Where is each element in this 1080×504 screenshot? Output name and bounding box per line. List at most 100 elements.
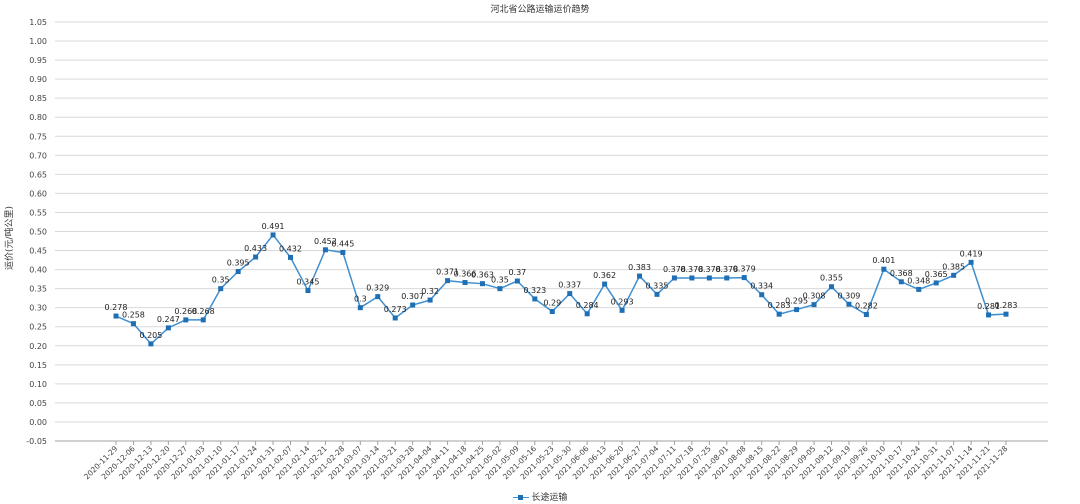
data-point (497, 286, 503, 292)
chart-title: 河北省公路运输运价趋势 (490, 5, 590, 15)
data-point (776, 311, 782, 317)
series-line (115, 233, 1007, 345)
y-tick-label: 0.20 (29, 342, 47, 351)
data-point (514, 278, 520, 284)
data-label: 0.273 (384, 305, 407, 314)
data-label: 0.348 (907, 276, 930, 285)
data-point (270, 232, 276, 238)
y-tick-label: 0.10 (29, 380, 47, 389)
data-point (986, 312, 992, 318)
data-point (689, 275, 695, 281)
y-tick-label: -0.05 (26, 437, 47, 446)
data-label: 0.395 (227, 258, 250, 267)
data-point (898, 279, 904, 285)
data-label: 0.281 (977, 302, 1000, 311)
data-point (846, 301, 852, 307)
data-point (916, 286, 922, 292)
data-point (724, 275, 730, 281)
data-point (584, 311, 590, 317)
data-label: 0.335 (646, 281, 669, 290)
y-tick-label: 0.90 (29, 75, 47, 84)
data-point (637, 273, 643, 279)
data-label: 0.32 (421, 287, 439, 296)
legend-marker-icon (512, 494, 529, 502)
data-label: 0.284 (576, 301, 599, 310)
data-point (479, 281, 485, 287)
y-tick-label: 0.15 (29, 361, 47, 370)
data-label: 0.401 (872, 256, 895, 265)
data-label: 0.258 (122, 311, 145, 320)
data-label: 0.445 (331, 239, 354, 248)
y-tick-label: 0.50 (29, 228, 47, 237)
data-point (392, 315, 398, 321)
legend-label: 长途运输 (531, 493, 568, 503)
data-label: 0.362 (593, 271, 616, 280)
data-point (462, 280, 468, 286)
data-point (235, 268, 241, 274)
data-point (619, 307, 625, 313)
data-point (218, 286, 224, 292)
data-label: 0.345 (297, 278, 320, 287)
data-label: 0.334 (750, 282, 773, 291)
data-label: 0.419 (960, 249, 983, 258)
data-point (200, 317, 206, 323)
data-label: 0.35 (491, 276, 509, 285)
data-label: 0.378 (663, 265, 686, 274)
data-point (567, 291, 573, 297)
y-tick-label: 0.40 (29, 266, 47, 275)
data-label: 0.365 (925, 270, 948, 279)
data-label: 0.337 (558, 281, 581, 290)
data-point (968, 259, 974, 265)
data-label: 0.278 (105, 303, 128, 312)
data-point (881, 266, 887, 272)
y-tick-label: 0.95 (29, 56, 47, 65)
data-point (602, 281, 608, 287)
data-point (549, 308, 555, 314)
data-label: 0.307 (401, 292, 424, 301)
data-label: 0.29 (543, 298, 561, 307)
data-label: 0.205 (139, 331, 162, 340)
data-label: 0.432 (279, 244, 302, 253)
y-tick-label: 0.25 (29, 323, 47, 332)
y-tick-label: 0.00 (29, 418, 47, 427)
y-tick-label: 0.85 (29, 94, 47, 103)
data-point (863, 312, 869, 318)
data-label: 0.35 (212, 276, 230, 285)
data-point (951, 272, 957, 278)
y-tick-label: 0.45 (29, 247, 47, 256)
data-label: 0.378 (715, 265, 738, 274)
data-label: 0.378 (698, 265, 721, 274)
y-tick-label: 0.30 (29, 304, 47, 313)
data-point (183, 317, 189, 323)
data-point (811, 302, 817, 308)
data-label: 0.295 (785, 297, 808, 306)
data-label: 0.355 (820, 274, 843, 283)
data-label: 0.308 (803, 292, 826, 301)
data-label: 0.491 (262, 222, 285, 231)
data-point (427, 297, 433, 303)
y-tick-label: 0.05 (29, 399, 47, 408)
data-label: 0.309 (837, 291, 860, 300)
y-tick-label: 0.75 (29, 132, 47, 141)
data-point (288, 254, 294, 260)
data-label: 0.368 (890, 269, 913, 278)
data-label: 0.268 (174, 307, 197, 316)
data-label: 0.282 (855, 302, 878, 311)
data-label: 0.293 (611, 297, 634, 306)
data-label: 0.247 (157, 315, 180, 324)
data-point (1003, 311, 1009, 317)
y-tick-label: 0.80 (29, 113, 47, 122)
y-tick-label: 0.70 (29, 151, 47, 160)
data-point (148, 341, 154, 347)
data-label: 0.385 (942, 262, 965, 271)
data-label: 0.283 (995, 301, 1018, 310)
data-label: 0.378 (680, 265, 703, 274)
data-point (375, 294, 381, 300)
data-point (113, 313, 119, 319)
data-point (305, 288, 311, 294)
data-point (410, 302, 416, 308)
data-label: 0.323 (523, 286, 546, 295)
data-label: 0.379 (733, 265, 756, 274)
